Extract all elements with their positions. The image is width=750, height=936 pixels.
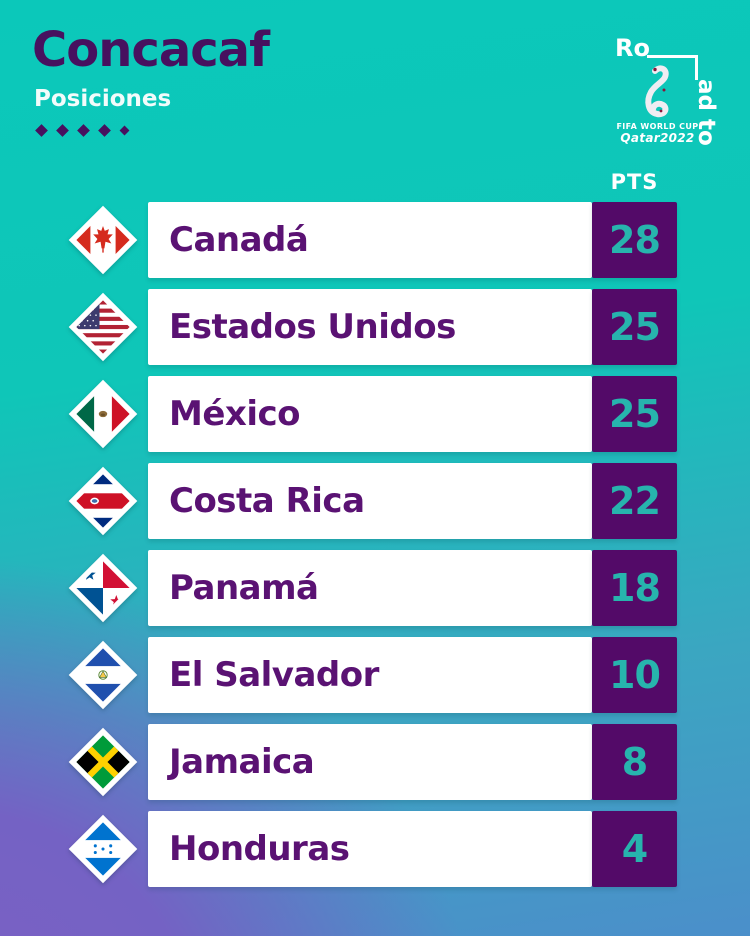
points-cell: 22: [592, 463, 677, 539]
table-row: Jamaica 8: [0, 724, 750, 800]
team-name-cell: Panamá: [148, 550, 592, 626]
points-column-header: PTS: [610, 170, 659, 194]
points-value: 25: [609, 305, 661, 349]
points-value: 25: [609, 392, 661, 436]
qatar-2022-wordmark: Qatar2022: [620, 131, 695, 145]
team-name: El Salvador: [169, 655, 379, 695]
page-title: Concacaf: [32, 22, 270, 78]
points-value: 18: [609, 566, 661, 610]
points-cell: 10: [592, 637, 677, 713]
points-value: 28: [609, 218, 661, 262]
points-value: 10: [609, 653, 661, 697]
team-name-cell: Estados Unidos: [148, 289, 592, 365]
flag-el-salvador-icon: [68, 640, 138, 710]
team-name: Panamá: [169, 568, 319, 608]
points-cell: 8: [592, 724, 677, 800]
flag-mexico-icon: [68, 379, 138, 449]
table-row: México 25: [0, 376, 750, 452]
points-cell: 18: [592, 550, 677, 626]
flag-costa-rica-icon: [68, 466, 138, 536]
team-name-cell: Canadá: [148, 202, 592, 278]
diamond-accent-icon: [35, 124, 48, 137]
team-name-cell: Costa Rica: [148, 463, 592, 539]
flag-jamaica-icon: [68, 727, 138, 797]
logo-connector-line: [647, 55, 698, 80]
diamond-accent-icon: [119, 125, 130, 136]
table-row: El Salvador 10: [0, 637, 750, 713]
flag-honduras-icon: [68, 814, 138, 884]
table-row: Costa Rica 22: [0, 463, 750, 539]
points-cell: 25: [592, 289, 677, 365]
team-name-cell: México: [148, 376, 592, 452]
table-row: Estados Unidos 25: [0, 289, 750, 365]
accent-diamonds: [35, 124, 130, 137]
table-row: Canadá 28: [0, 202, 750, 278]
points-value: 22: [609, 479, 661, 523]
points-cell: 28: [592, 202, 677, 278]
page-subtitle: Posiciones: [34, 86, 172, 112]
team-name: Estados Unidos: [169, 307, 456, 347]
flag-estados-unidos-icon: [68, 292, 138, 362]
team-name: Canadá: [169, 220, 309, 260]
table-row: Honduras 4: [0, 811, 750, 887]
standings-table: Canadá 28: [0, 202, 750, 887]
points-cell: 25: [592, 376, 677, 452]
team-name: Costa Rica: [169, 481, 365, 521]
diamond-accent-icon: [98, 124, 111, 137]
points-value: 8: [621, 740, 648, 784]
team-name-cell: Honduras: [148, 811, 592, 887]
team-name-cell: El Salvador: [148, 637, 592, 713]
fifa-world-cup-label: FIFA WORLD CUP: [616, 122, 699, 131]
flag-panama-icon: [68, 553, 138, 623]
road-to-text-horizontal: Ro: [615, 34, 650, 62]
points-value: 4: [621, 827, 648, 871]
diamond-accent-icon: [56, 124, 69, 137]
team-name-cell: Jamaica: [148, 724, 592, 800]
team-name: México: [169, 394, 301, 434]
points-cell: 4: [592, 811, 677, 887]
team-name: Honduras: [169, 829, 350, 869]
diamond-accent-icon: [77, 124, 90, 137]
qatar-2022-emblem-icon: [645, 65, 669, 118]
flag-canada-icon: [68, 205, 138, 275]
team-name: Jamaica: [169, 742, 315, 782]
table-row: Panamá 18: [0, 550, 750, 626]
